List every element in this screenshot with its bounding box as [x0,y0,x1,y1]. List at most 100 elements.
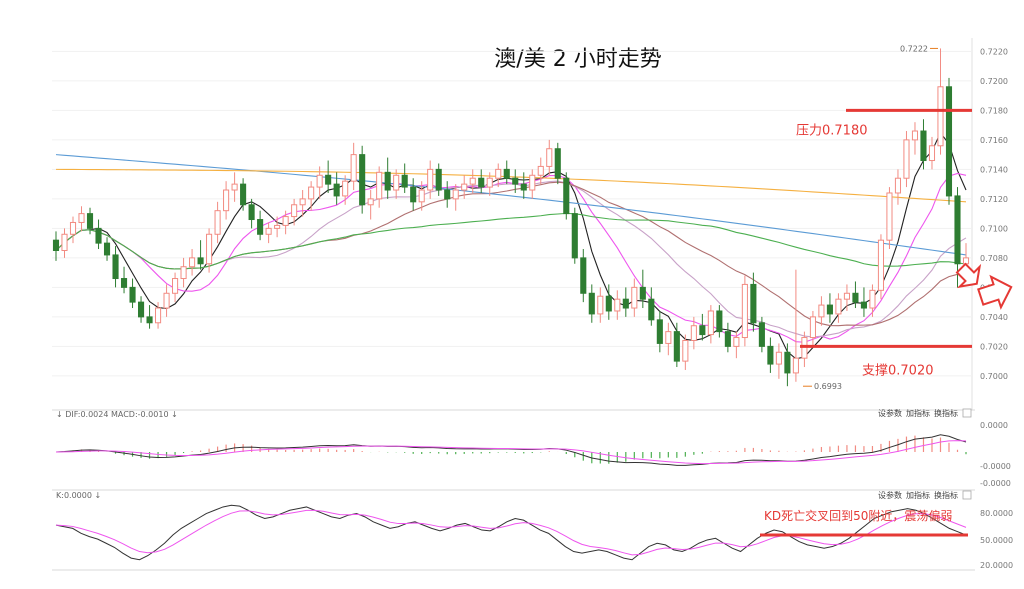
kd-d-line [55,509,967,556]
candle-body [384,171,391,191]
kd-lines [55,504,967,561]
candle-body [529,174,536,191]
candle-body [852,292,859,303]
macd-tick-1: 0.0000 [980,421,1008,430]
candle-body [86,213,94,229]
candle-body [682,339,689,362]
kd-tick-2: 50.0000 [980,536,1013,545]
candle-body [937,86,944,147]
candle-body [690,325,697,341]
candle-body [95,227,102,244]
candle-body [903,139,910,179]
price-tick-label: 0.7220 [980,47,1008,56]
candle-body [809,316,816,339]
moving-average-line [55,154,967,256]
moving-average-line [55,212,967,270]
candle-body [52,239,60,252]
candlesticks [52,48,970,387]
chart-title: 澳/美 2 小时走势 [494,47,661,72]
candle-body [571,213,578,259]
candle-body [478,177,485,188]
macd-add-indicator-button[interactable]: 加指标 [906,408,930,418]
macd-header: ↓ DIF:0.0024 MACD:-0.0010 ↓ [56,410,178,419]
price-tick-label: 0.7000 [980,372,1008,381]
moving-average-line [55,168,967,203]
support-label: 支撑0.7020 [862,363,934,378]
high-marker: 0.7222 [900,44,938,53]
candle-body [588,292,595,315]
candle-body [750,283,757,324]
candle-body [741,283,748,339]
candle-body [350,154,357,182]
candle-body [342,180,349,197]
candle-body [648,298,655,321]
candle-body [495,168,502,179]
candle-body [223,189,230,212]
down-arrow-icon [955,262,982,289]
price-tick-label: 0.7140 [980,165,1008,174]
candle-body [512,177,519,185]
low-marker-label: 0.6993 [814,382,842,391]
price-tick-label: 0.7080 [980,254,1008,263]
candle-body [163,292,170,309]
candle-body [189,257,196,268]
candle-body [78,213,85,223]
candle-body [733,337,740,347]
candle-body [172,278,179,294]
macd-settings-button[interactable]: 设参数 [878,408,902,418]
price-tick-label: 0.7160 [980,136,1008,145]
macd-close-icon[interactable] [962,408,972,418]
candle-body [665,331,672,344]
candle-body [614,298,621,312]
candle-body [707,310,714,336]
candle-body [359,154,366,206]
kd-settings-button[interactable]: 设参数 [878,490,902,500]
candle-body [112,254,119,280]
kd-add-indicator-button[interactable]: 加指标 [906,490,930,500]
candle-body [197,257,204,265]
price-tick-label: 0.7040 [980,313,1008,322]
candle-body [520,183,527,191]
candle-body [767,345,774,365]
kd-tick-1: 80.0000 [980,509,1013,518]
candle-body [639,286,646,300]
kd-panel-buttons: 设参数 加指标 换指标 [878,490,972,500]
candle-body [792,357,799,374]
candle-body [605,295,612,312]
macd-switch-indicator-button[interactable]: 换指标 [934,408,958,418]
candle-body [274,224,281,229]
candle-body [546,148,553,167]
candle-body [673,331,680,362]
candle-body [818,304,825,318]
high-marker-label: 0.7222 [900,44,928,53]
candle-body [393,174,400,191]
candle-body [367,198,374,206]
candle-body [129,286,136,303]
candle-body [206,233,213,265]
candle-body [248,204,255,221]
candle-body [580,257,587,294]
price-axis-labels: 0.7220 0.7200 0.7180 0.7160 0.7140 0.7120 0.71… [980,47,1008,381]
candle-body [299,198,306,206]
moving-average-line [55,131,967,360]
kd-switch-indicator-button[interactable]: 换指标 [934,490,958,500]
price-tick-label: 0.7100 [980,224,1008,233]
candle-body [554,148,561,179]
price-tick-label: 0.7180 [980,106,1008,115]
kd-close-icon[interactable] [962,490,972,500]
candle-body [860,301,867,309]
candle-body [376,171,383,200]
candle-body [137,301,145,318]
candle-body [282,216,289,226]
candle-body [775,351,782,365]
kd-k-line [55,504,967,561]
macd-tick-2: -0.0000 [980,462,1011,471]
candle-body [435,168,442,191]
candle-body [418,189,425,203]
candle-body [843,292,850,300]
candle-body [835,298,842,315]
candle-body [452,189,459,200]
candle-body [69,221,77,235]
price-tick-label: 0.7120 [980,195,1008,204]
